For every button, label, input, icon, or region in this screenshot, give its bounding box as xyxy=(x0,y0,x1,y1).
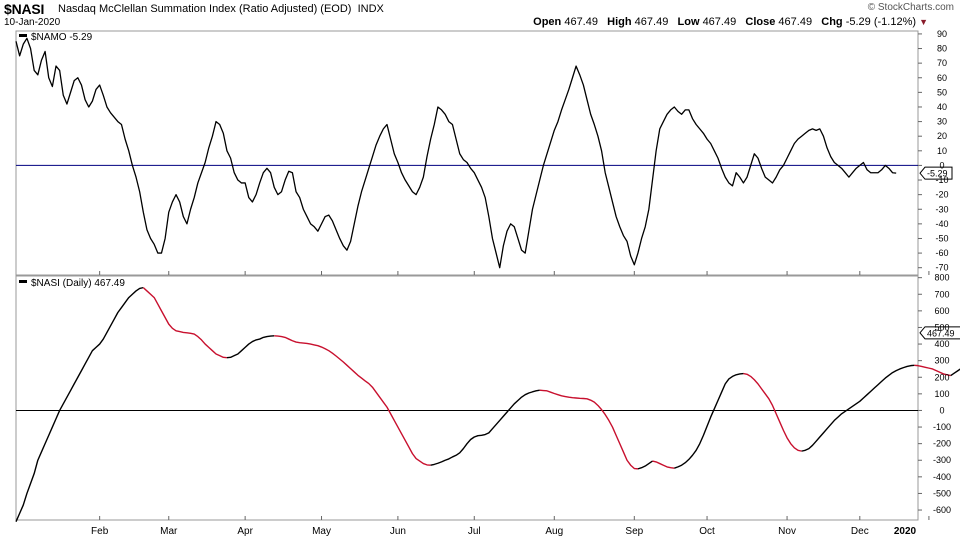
y-tick-label: 0 xyxy=(939,160,944,170)
nasi-falling-segment xyxy=(652,460,675,469)
panel-frame xyxy=(15,275,919,521)
last-value-badge xyxy=(919,166,953,180)
chg-down-icon: ▼ xyxy=(919,17,928,27)
y-tick-label: -600 xyxy=(933,505,951,515)
y-tick-label: 40 xyxy=(937,102,947,112)
y-tick-label: -70 xyxy=(935,263,948,273)
y-tick-label: -100 xyxy=(933,422,951,432)
x-month-label: Jul xyxy=(468,526,481,537)
x-month-label: Mar xyxy=(160,526,178,537)
open-label: Open xyxy=(533,16,562,28)
low-value: 467.49 xyxy=(702,16,737,28)
legend-swatch xyxy=(19,280,27,283)
y-tick-label: 0 xyxy=(939,405,944,415)
y-tick-label: 10 xyxy=(937,146,947,156)
x-month-label: Nov xyxy=(778,526,796,537)
x-month-label: Oct xyxy=(699,526,715,537)
nasi-rising-segment xyxy=(15,286,144,522)
x-month-label: Apr xyxy=(237,526,253,537)
nasi-rising-segment xyxy=(637,460,653,470)
open-value: 467.49 xyxy=(564,16,598,28)
nasi-falling-segment xyxy=(274,335,431,466)
y-tick-label: 600 xyxy=(934,306,949,316)
y-tick-label: -10 xyxy=(935,175,948,185)
nasi-rising-segment xyxy=(430,389,540,466)
last-value-label: 467.49 xyxy=(927,328,955,338)
y-tick-label: 50 xyxy=(937,87,947,97)
y-tick-label: -500 xyxy=(933,488,951,498)
exchange-label: INDX xyxy=(357,3,384,15)
x-month-label: May xyxy=(312,526,331,537)
y-tick-label: 800 xyxy=(934,273,949,283)
panel-nasi xyxy=(15,275,960,522)
y-tick-label: 60 xyxy=(937,73,947,83)
index-name: Nasdaq McClellan Summation Index (Ratio … xyxy=(58,3,352,15)
y-tick-label: 30 xyxy=(937,117,947,127)
nasi-rising-segment xyxy=(674,372,744,469)
x-month-label: Feb xyxy=(91,526,109,537)
last-value-label: -5.29 xyxy=(927,169,948,179)
nasi-falling-segment xyxy=(142,287,228,359)
y-tick-label: -300 xyxy=(933,455,951,465)
close-label: Close xyxy=(745,16,776,28)
panel-namo xyxy=(15,30,953,276)
y-tick-label: 400 xyxy=(934,339,949,349)
y-tick-label: -50 xyxy=(935,233,948,243)
y-tick-label: 20 xyxy=(937,131,947,141)
chart-header: $NASI Nasdaq McClellan Summation Index (… xyxy=(0,0,960,30)
chg-value: -5.29 (-1.12%) xyxy=(845,16,917,28)
stockcharts-logo: © StockCharts.com xyxy=(867,2,954,13)
namo-series-line xyxy=(15,37,897,269)
symbol-label: $NASI xyxy=(4,1,45,17)
nasi-falling-segment xyxy=(539,389,639,470)
panel-frame xyxy=(15,30,919,276)
nasi-rising-segment xyxy=(950,368,960,377)
y-tick-label: 100 xyxy=(934,389,949,399)
chg-label: Chg xyxy=(821,16,843,28)
y-tick-label: -400 xyxy=(933,472,951,482)
x-month-label: Aug xyxy=(545,526,563,537)
low-label: Low xyxy=(677,16,700,28)
last-value-badge xyxy=(919,326,960,340)
y-tick-label: 70 xyxy=(937,58,947,68)
y-tick-label: 500 xyxy=(934,322,949,332)
high-value: 467.49 xyxy=(634,16,669,28)
nasi-falling-segment xyxy=(743,372,802,452)
panel-title: $NAMO -5.29 xyxy=(31,32,93,43)
x-month-label: Jun xyxy=(390,526,406,537)
x-month-label: Dec xyxy=(851,526,869,537)
legend-swatch xyxy=(19,34,27,37)
ohlc-readout: Open 467.49 High 467.49 Low 467.49 Close… xyxy=(533,16,928,28)
y-tick-label: -200 xyxy=(933,439,951,449)
close-value: 467.49 xyxy=(778,16,813,28)
panel-title: $NASI (Daily) 467.49 xyxy=(31,278,125,289)
y-tick-label: -60 xyxy=(935,248,948,258)
description-label: Nasdaq McClellan Summation Index (Ratio … xyxy=(58,3,384,15)
high-label: High xyxy=(607,16,632,28)
nasi-rising-segment xyxy=(801,364,915,452)
y-tick-label: 80 xyxy=(937,44,947,54)
y-tick-label: -30 xyxy=(935,204,948,214)
y-tick-label: 200 xyxy=(934,372,949,382)
y-tick-label: 300 xyxy=(934,356,949,366)
date-label: 10-Jan-2020 xyxy=(4,17,61,28)
nasi-falling-segment xyxy=(914,364,951,377)
y-tick-label: 90 xyxy=(937,29,947,39)
y-tick-label: 700 xyxy=(934,289,949,299)
y-tick-label: -40 xyxy=(935,219,948,229)
x-month-label: 2020 xyxy=(894,526,917,537)
y-tick-label: -20 xyxy=(935,190,948,200)
nasi-rising-segment xyxy=(226,335,275,359)
x-month-label: Sep xyxy=(625,526,643,537)
